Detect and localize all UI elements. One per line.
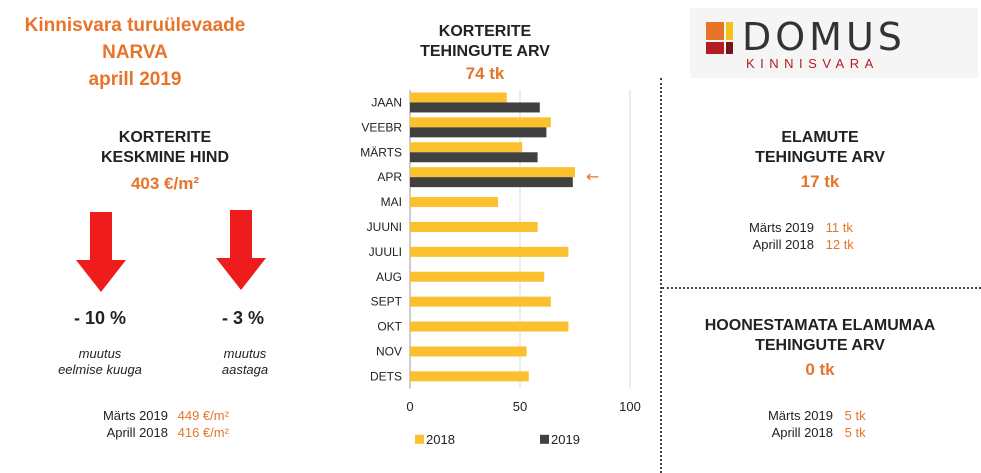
vertical-divider xyxy=(660,78,662,473)
logo-square-darkred xyxy=(726,42,733,54)
category-label: JUULI xyxy=(369,245,402,259)
report-title-line-3: aprill 2019 xyxy=(88,69,182,90)
apartment-price-value: 403 €/m² xyxy=(130,174,200,193)
category-label: OKT xyxy=(377,320,402,334)
comparison-row: Märts 2019 449 €/m² xyxy=(60,407,280,424)
legend-swatch-2018 xyxy=(415,434,424,444)
x-tick-label: 50 xyxy=(513,399,527,414)
land-transactions-header: HOONESTAMATA ELAMUMAA TEHINGUTE ARV xyxy=(670,316,970,356)
bar-2019 xyxy=(410,127,547,138)
logo-square-red xyxy=(706,42,724,54)
apartment-transactions-value: 74 tk xyxy=(465,64,505,83)
bar-2018 xyxy=(410,346,527,357)
comparison-label: Aprill 2018 xyxy=(752,237,814,252)
bar-2018 xyxy=(410,167,575,178)
bar-2018 xyxy=(410,371,529,382)
apartment-price-header: KORTERITE KESKMINE HIND xyxy=(50,128,280,168)
comparison-label: Aprill 2018 xyxy=(771,425,833,440)
apartment-transactions-header-line-2: TEHINGUTE ARV xyxy=(420,43,550,60)
legend-label-2018: 2018 xyxy=(426,432,455,447)
bar-2018 xyxy=(410,321,569,332)
logo-square-orange xyxy=(706,22,724,40)
category-label: VEEBR xyxy=(361,120,402,134)
comparison-value: 5 tk xyxy=(844,408,866,423)
comparison-row: Aprill 2018 5 tk xyxy=(725,424,945,441)
apartment-transactions-header: KORTERITE TEHINGUTE ARV xyxy=(370,22,600,62)
comparison-row: Märts 2019 5 tk xyxy=(725,407,945,424)
comparison-value: 449 €/m² xyxy=(177,408,229,423)
comparison-row: Aprill 2018 416 €/m² xyxy=(60,424,280,441)
monthly-change-note-line-1: muutus xyxy=(78,346,122,361)
apartment-price-comparison: Märts 2019 449 €/m² Aprill 2018 416 €/m² xyxy=(60,407,280,441)
yearly-change-note-line-2: aastaga xyxy=(221,362,269,377)
report-title-line-1: Kinnisvara turuülevaade xyxy=(24,15,246,36)
yearly-change-note-line-1: muutus xyxy=(223,346,267,361)
apartment-price-header-line-2: KESKMINE HIND xyxy=(100,149,229,166)
comparison-value: 5 tk xyxy=(844,425,866,440)
monthly-change-note: muutus eelmise kuuga xyxy=(40,346,160,378)
logo-name: DOMUS xyxy=(742,15,906,59)
bar-2018 xyxy=(410,197,498,208)
comparison-value: 416 €/m² xyxy=(177,425,229,440)
x-tick-label: 100 xyxy=(619,399,641,414)
houses-transactions-value: 17 tk xyxy=(800,172,840,191)
bar-2019 xyxy=(410,177,573,188)
bar-2018 xyxy=(410,117,551,128)
comparison-value: 12 tk xyxy=(825,237,854,252)
category-label: MAI xyxy=(381,195,402,209)
transactions-bar-chart: JAAN VEEBR MÄRTS APR ← MAI JUUNI JUULI AUG SEPT OK… xyxy=(360,90,641,447)
yearly-change-note: muutus aastaga xyxy=(185,346,305,378)
category-label: SEPT xyxy=(371,295,403,309)
logo-square-yellow xyxy=(726,22,733,40)
comparison-row: Aprill 2018 12 tk xyxy=(720,236,940,253)
land-transactions-header-line-2: TEHINGUTE ARV xyxy=(755,337,885,354)
houses-transactions-header: ELAMUTE TEHINGUTE ARV xyxy=(700,128,940,168)
bar-2018 xyxy=(410,296,551,307)
comparison-label: Märts 2019 xyxy=(767,408,833,423)
report-title: Kinnisvara turuülevaade NARVA aprill 201… xyxy=(10,12,260,93)
bar-2019 xyxy=(410,102,540,113)
down-arrow-icon-year xyxy=(216,210,266,290)
category-label: DETS xyxy=(370,369,402,383)
apartment-price-header-line-1: KORTERITE xyxy=(118,129,212,146)
category-label: NOV xyxy=(376,344,402,358)
bar-2018 xyxy=(410,92,507,103)
yearly-change-pct: - 3 % xyxy=(221,308,264,328)
category-label: JAAN xyxy=(371,95,402,109)
report-title-line-2: NARVA xyxy=(102,42,168,63)
annotation-arrow-icon: ← xyxy=(586,167,599,186)
category-label: APR xyxy=(377,170,402,184)
category-label: AUG xyxy=(376,270,402,284)
bar-2018 xyxy=(410,142,523,153)
horizontal-divider xyxy=(662,287,981,289)
bar-2018 xyxy=(410,221,538,232)
land-transactions-header-line-1: HOONESTAMATA ELAMUMAA xyxy=(704,317,936,334)
comparison-value: 11 tk xyxy=(825,220,853,235)
land-transactions-value: 0 tk xyxy=(805,360,835,379)
down-arrow-icon-month xyxy=(76,212,126,292)
monthly-change-pct: - 10 % xyxy=(73,308,127,328)
apartment-transactions-header-line-1: KORTERITE xyxy=(438,23,532,40)
comparison-label: Märts 2019 xyxy=(102,408,168,423)
logo-subtitle: KINNISVARA xyxy=(746,56,879,71)
bar-2019 xyxy=(410,152,538,163)
monthly-change-note-line-2: eelmise kuuga xyxy=(58,362,142,377)
land-comparison: Märts 2019 5 tk Aprill 2018 5 tk xyxy=(725,407,945,441)
houses-transactions-header-line-1: ELAMUTE xyxy=(781,129,859,146)
domus-logo: DOMUS KINNISVARA xyxy=(690,8,978,78)
x-tick-label: 0 xyxy=(406,399,413,414)
comparison-label: Märts 2019 xyxy=(748,220,814,235)
bar-2018 xyxy=(410,246,569,257)
category-label: JUUNI xyxy=(367,220,402,234)
category-label: MÄRTS xyxy=(360,145,402,159)
bar-2018 xyxy=(410,271,545,282)
houses-transactions-header-line-2: TEHINGUTE ARV xyxy=(755,149,885,166)
legend-label-2019: 2019 xyxy=(551,432,580,447)
comparison-row: Märts 2019 11 tk xyxy=(720,219,940,236)
comparison-label: Aprill 2018 xyxy=(106,425,168,440)
houses-comparison: Märts 2019 11 tk Aprill 2018 12 tk xyxy=(720,219,940,253)
legend-swatch-2019 xyxy=(540,434,549,444)
